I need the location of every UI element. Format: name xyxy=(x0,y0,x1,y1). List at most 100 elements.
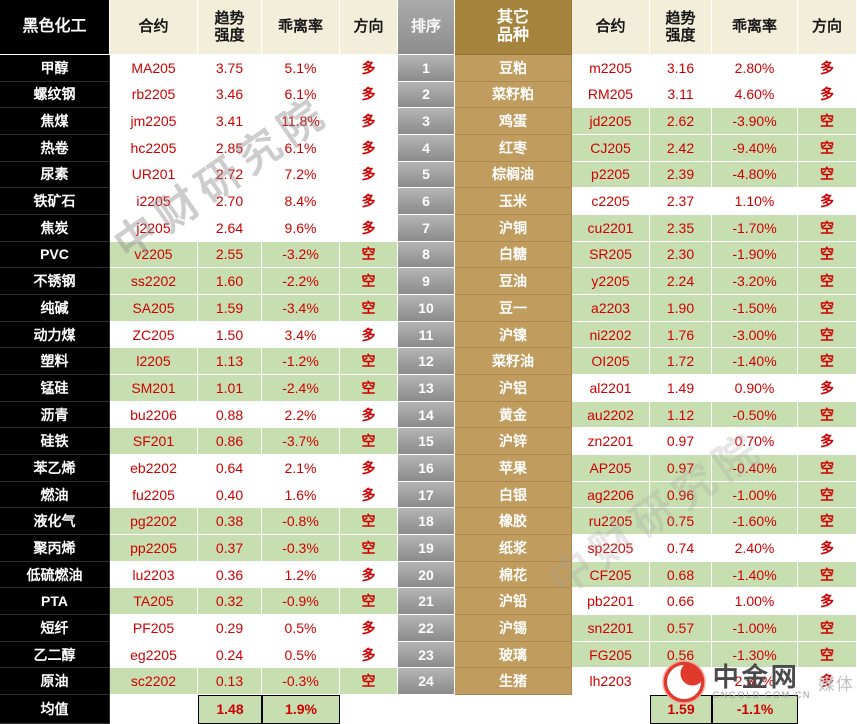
deviation-rate-value: 0.5% xyxy=(262,615,340,642)
direction-value: 多 xyxy=(340,188,398,216)
commodity-row: 棕榈油 p2205 2.39 -4.80% 空 xyxy=(455,161,857,189)
commodity-row: 液化气 pg2202 0.38 -0.8% 空 xyxy=(0,508,398,536)
variety-name: 尿素 xyxy=(0,161,110,189)
direction-value: 空 xyxy=(798,348,857,376)
contract-code: MA205 xyxy=(110,55,198,82)
commodity-row: 棉花 CF205 0.68 -1.40% 空 xyxy=(455,561,857,589)
right-group-header-text: 其它品种 xyxy=(496,8,529,44)
left-group-header: 黑色化工 xyxy=(0,0,110,55)
deviation-rate-value: -1.90% xyxy=(712,241,798,269)
deviation-rate-value: 2.30% xyxy=(712,668,798,696)
commodity-row: 硅铁 SF201 0.86 -3.7% 空 xyxy=(0,428,398,456)
deviation-rate-value: -1.50% xyxy=(712,295,798,322)
deviation-rate-value: -0.40% xyxy=(712,455,798,482)
variety-name: 苯乙烯 xyxy=(0,455,110,482)
direction-value: 空 xyxy=(798,241,857,269)
contract-code: al2201 xyxy=(572,375,650,402)
direction-value: 空 xyxy=(798,481,857,509)
variety-name: 玻璃 xyxy=(455,641,572,669)
rank-body: 1 2 3 4 5 6 xyxy=(398,55,455,696)
contract-code: lh2203 xyxy=(572,668,650,696)
empty-cell xyxy=(798,695,857,724)
trend-strength-value: 2.30 xyxy=(650,241,712,269)
rank-row: 20 xyxy=(398,561,455,589)
variety-name: 热卷 xyxy=(0,135,110,162)
deviation-rate-value: 3.4% xyxy=(262,321,340,349)
direction-value: 多 xyxy=(798,428,857,456)
trend-strength-value: 0.96 xyxy=(650,481,712,509)
rank-row: 2 xyxy=(398,81,455,109)
commodity-row: 白糖 SR205 2.30 -1.90% 空 xyxy=(455,241,857,269)
rank-header: 排序 xyxy=(398,0,455,55)
commodity-row: 菜籽油 OI205 1.72 -1.40% 空 xyxy=(455,348,857,376)
deviation-rate-value: 9.6% xyxy=(262,215,340,242)
deviation-rate-value: 1.2% xyxy=(262,561,340,589)
column-header-contract: 合约 xyxy=(110,0,198,55)
deviation-rate-value: -3.90% xyxy=(712,108,798,136)
variety-name: 沪铜 xyxy=(455,215,572,242)
contract-code: CJ205 xyxy=(572,135,650,162)
direction-value: 多 xyxy=(798,588,857,616)
column-header-trend-strength: 趋势强度 xyxy=(650,0,712,55)
commodity-row: 铁矿石 i2205 2.70 8.4% 多 xyxy=(0,188,398,216)
contract-code: sp2205 xyxy=(572,535,650,562)
direction-value: 空 xyxy=(340,588,398,616)
trend-strength-value: 2.62 xyxy=(650,108,712,136)
contract-code: ni2202 xyxy=(572,321,650,349)
rank-number: 5 xyxy=(398,161,455,189)
trend-strength-value: 0.74 xyxy=(650,535,712,562)
contract-code: fu2205 xyxy=(110,481,198,509)
commodity-row: 橡胶 ru2205 0.75 -1.60% 空 xyxy=(455,508,857,536)
rank-row: 16 xyxy=(398,455,455,482)
contract-code: ru2205 xyxy=(572,508,650,536)
trend-strength-value: 0.40 xyxy=(198,481,262,509)
direction-value: 空 xyxy=(340,295,398,322)
variety-name: PTA xyxy=(0,588,110,616)
direction-value: 空 xyxy=(798,268,857,296)
rank-number: 20 xyxy=(398,561,455,589)
commodity-row: 螺纹钢 rb2205 3.46 6.1% 多 xyxy=(0,81,398,109)
rank-row: 9 xyxy=(398,268,455,296)
contract-code: jm2205 xyxy=(110,108,198,136)
rank-row: 3 xyxy=(398,108,455,136)
direction-value: 多 xyxy=(340,401,398,429)
trend-strength-value: 2.55 xyxy=(198,241,262,269)
rank-footer-row xyxy=(398,695,455,724)
direction-value: 空 xyxy=(340,268,398,296)
column-header-direction: 方向 xyxy=(340,0,398,55)
trend-strength-header-text: 趋势强度 xyxy=(214,9,245,44)
variety-name: 甲醇 xyxy=(0,55,110,82)
variety-name: 鸡蛋 xyxy=(455,108,572,136)
direction-value: 空 xyxy=(340,375,398,402)
rank-number: 22 xyxy=(398,615,455,642)
rank-number: 4 xyxy=(398,135,455,162)
contract-code: AP205 xyxy=(572,455,650,482)
variety-name: 硅铁 xyxy=(0,428,110,456)
commodity-row: 不锈钢 ss2202 1.60 -2.2% 空 xyxy=(0,268,398,296)
contract-code: y2205 xyxy=(572,268,650,296)
rank-number: 10 xyxy=(398,295,455,322)
commodity-row: 沪铜 cu2201 2.35 -1.70% 空 xyxy=(455,215,857,242)
direction-value: 多 xyxy=(340,615,398,642)
contract-code: v2205 xyxy=(110,241,198,269)
empty-cell xyxy=(340,695,398,724)
right-table-body: 豆粕 m2205 3.16 2.80% 多 菜籽粕 RM205 3.11 4.6… xyxy=(455,55,857,696)
direction-value: 空 xyxy=(340,508,398,536)
direction-value: 空 xyxy=(798,135,857,162)
contract-code: ag2206 xyxy=(572,481,650,509)
variety-name: 豆粕 xyxy=(455,55,572,82)
variety-name: 豆油 xyxy=(455,268,572,296)
direction-value: 多 xyxy=(340,641,398,669)
logo-url: CNGOLD.COM.CN xyxy=(712,689,811,700)
deviation-rate-value: 2.1% xyxy=(262,455,340,482)
deviation-rate-value: 11.8% xyxy=(262,108,340,136)
deviation-rate-value: -0.3% xyxy=(262,668,340,696)
trend-strength-value: 0.88 xyxy=(198,401,262,429)
cngold-logo: 中金网 CNGOLD.COM.CN 媒体 xyxy=(661,660,854,704)
commodity-row: 焦煤 jm2205 3.41 11.8% 多 xyxy=(0,108,398,136)
direction-value: 空 xyxy=(340,241,398,269)
rank-number: 13 xyxy=(398,375,455,402)
trend-strength-value: 1.01 xyxy=(198,375,262,402)
variety-name: 焦煤 xyxy=(0,108,110,136)
